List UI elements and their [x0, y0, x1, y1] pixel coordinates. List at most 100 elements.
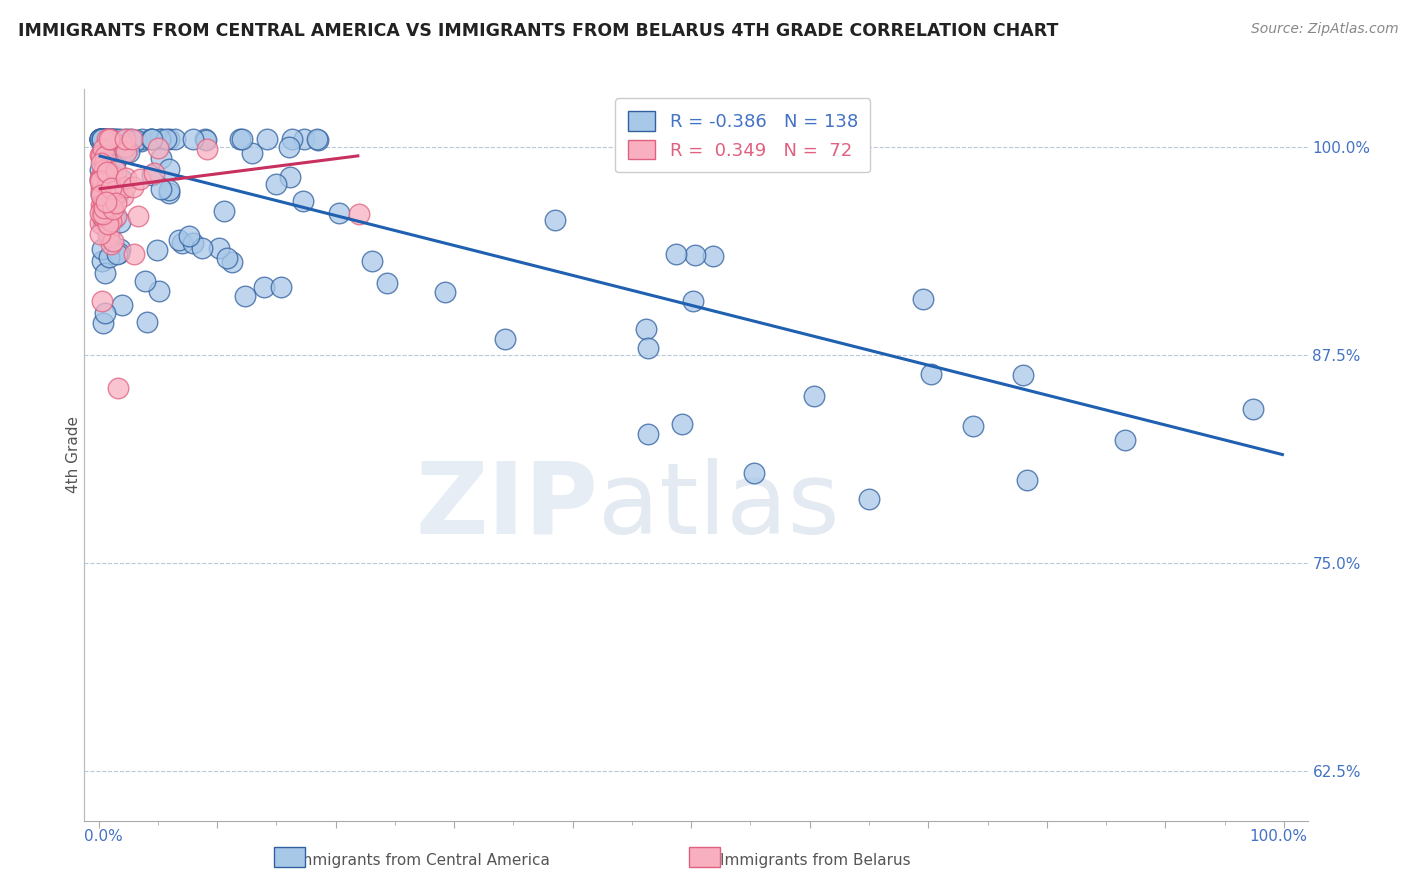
- Point: [91, 186, 114, 201]
- Point: [233, 289, 256, 303]
- Point: [157, 186, 180, 201]
- Point: [281, 132, 304, 146]
- Point: [328, 206, 350, 220]
- Point: [360, 254, 382, 268]
- Point: [129, 171, 152, 186]
- Point: [110, 242, 132, 256]
- Point: [91, 132, 114, 146]
- Point: [98, 132, 121, 146]
- Point: [91, 148, 114, 162]
- Point: [96, 132, 118, 146]
- Point: [93, 193, 115, 207]
- Point: [149, 132, 172, 146]
- Point: [89, 132, 111, 146]
- Point: [93, 155, 115, 169]
- Point: [93, 184, 115, 198]
- Point: [292, 132, 315, 146]
- Text: atlas: atlas: [598, 458, 839, 555]
- Point: [103, 211, 125, 226]
- Point: [93, 163, 115, 178]
- Point: [101, 234, 124, 248]
- Point: [124, 132, 146, 146]
- Point: [120, 132, 142, 146]
- Point: [97, 217, 120, 231]
- Point: [145, 244, 167, 258]
- Point: [108, 246, 131, 260]
- Point: [122, 247, 145, 261]
- Point: [643, 132, 665, 146]
- Point: [103, 184, 125, 198]
- Point: [89, 163, 111, 178]
- Point: [100, 205, 122, 219]
- Point: [122, 179, 145, 194]
- Point: [89, 132, 111, 146]
- Point: [104, 155, 127, 169]
- Point: [91, 219, 114, 233]
- Point: [96, 164, 118, 178]
- Point: [181, 235, 204, 250]
- Point: [127, 209, 149, 223]
- Text: Immigrants from Belarus: Immigrants from Belarus: [720, 854, 911, 868]
- Point: [91, 254, 114, 268]
- Point: [89, 170, 111, 185]
- Point: [242, 145, 264, 160]
- Point: [194, 133, 217, 147]
- Point: [89, 173, 111, 187]
- Point: [131, 132, 153, 146]
- Point: [228, 132, 250, 146]
- Point: [256, 132, 278, 146]
- Point: [702, 249, 724, 263]
- Point: [107, 381, 129, 395]
- Point: [97, 250, 120, 264]
- Point: [682, 293, 704, 308]
- Point: [141, 132, 163, 146]
- Point: [100, 214, 122, 228]
- Point: [181, 132, 204, 146]
- Point: [494, 332, 516, 346]
- Point: [91, 132, 114, 146]
- Point: [157, 183, 180, 197]
- Point: [101, 178, 124, 193]
- Point: [90, 145, 112, 159]
- Point: [111, 298, 134, 312]
- Point: [94, 132, 117, 146]
- Legend: R = -0.386   N = 138, R =  0.349   N =  72: R = -0.386 N = 138, R = 0.349 N = 72: [616, 98, 870, 172]
- Point: [91, 142, 114, 156]
- Point: [91, 179, 114, 194]
- Point: [91, 198, 114, 212]
- Point: [89, 149, 111, 163]
- Point: [101, 132, 124, 146]
- Point: [90, 242, 112, 256]
- Point: [89, 132, 111, 146]
- Point: [90, 132, 112, 146]
- Point: [911, 292, 934, 306]
- Point: [90, 205, 112, 219]
- Point: [146, 141, 169, 155]
- Point: [90, 132, 112, 146]
- Point: [93, 149, 115, 163]
- Point: [97, 228, 120, 243]
- Point: [637, 341, 659, 355]
- Point: [1012, 368, 1035, 383]
- Point: [962, 419, 984, 434]
- Point: [94, 306, 117, 320]
- Point: [124, 135, 146, 149]
- Point: [100, 132, 122, 146]
- Point: [179, 229, 201, 244]
- Point: [90, 201, 112, 215]
- Point: [139, 132, 162, 146]
- Point: [100, 236, 122, 251]
- Text: ZIP: ZIP: [415, 458, 598, 555]
- Point: [114, 132, 136, 146]
- Point: [1114, 433, 1136, 447]
- Text: Immigrants from Central America: Immigrants from Central America: [294, 854, 550, 868]
- Point: [544, 212, 567, 227]
- Point: [157, 162, 180, 177]
- Point: [104, 145, 127, 160]
- Point: [93, 266, 115, 280]
- Point: [167, 233, 190, 247]
- Point: [97, 132, 120, 146]
- Point: [97, 211, 120, 226]
- Point: [803, 389, 825, 403]
- Point: [683, 248, 706, 262]
